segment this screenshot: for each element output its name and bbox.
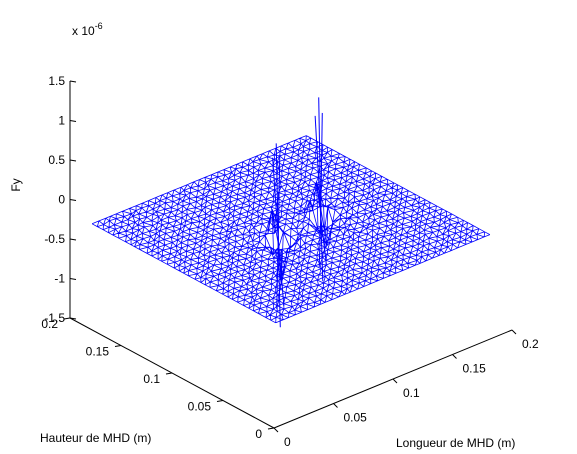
z-axis-label: Fy (9, 178, 23, 191)
z-tick (69, 238, 77, 241)
x-tick (333, 403, 338, 408)
y-tick-label: 0.15 (86, 345, 110, 359)
z-tick-label: -1.5 (44, 311, 65, 325)
y-tick-label: 0.05 (188, 400, 212, 414)
tick-labels: 00.050.10.150.200.050.10.150.2-1.5-1-0.5… (41, 74, 539, 449)
spike-2-peak (318, 97, 322, 217)
spike-1-trough (277, 239, 285, 306)
spike-2-peak (314, 115, 322, 217)
spike-2-trough (318, 216, 322, 268)
z-tick (69, 120, 77, 122)
z-tick-label: 0.5 (48, 153, 65, 167)
spike-2-peak (320, 112, 323, 217)
z-tick (69, 317, 77, 320)
y-tick-label: 0.2 (41, 317, 58, 331)
y-tick-label: 0 (255, 427, 262, 441)
z-tick (69, 278, 77, 280)
y-tick (216, 400, 224, 402)
z-tick-label: -0.5 (44, 232, 65, 246)
x-tick-label: 0.15 (463, 362, 487, 376)
x-tick-label: 0.1 (403, 386, 420, 400)
z-tick-label: 1.5 (48, 74, 65, 88)
x-tick-label: 0.05 (344, 411, 368, 425)
x-axis-label: Longueur de MHD (m) (396, 436, 515, 450)
spike-2-trough (320, 216, 327, 265)
spike-2-trough (320, 216, 324, 282)
x-tick (273, 427, 279, 433)
x-tick (392, 378, 398, 384)
z-axis-exponent: x 10-6 (72, 21, 103, 38)
y-tick (267, 427, 275, 430)
y-tick-label: 0.1 (143, 372, 160, 386)
x-tick-label: 0 (284, 435, 291, 449)
z-tick (69, 80, 77, 83)
y-tick (165, 372, 173, 375)
spike-1-trough (277, 239, 281, 328)
y-tick (63, 317, 71, 320)
x-tick (452, 354, 457, 359)
z-tick-label: 0 (58, 193, 65, 207)
z-tick-label: 1 (58, 114, 65, 128)
z-tick (69, 199, 77, 201)
spike-1-peak (275, 143, 279, 240)
z-tick (69, 159, 77, 162)
spike-1-peak (272, 157, 279, 240)
z-tick-label: -1 (54, 272, 65, 286)
spike-1-trough (276, 239, 279, 309)
spike-1-peak (277, 154, 281, 240)
y-axis-label: Hauteur de MHD (m) (40, 431, 151, 445)
surface-mesh (91, 97, 491, 328)
y-tick (114, 345, 122, 347)
x-tick (511, 329, 517, 335)
x-tick-label: 0.2 (522, 337, 539, 351)
mesh-lines (91, 135, 491, 324)
axes-3d (63, 80, 517, 433)
